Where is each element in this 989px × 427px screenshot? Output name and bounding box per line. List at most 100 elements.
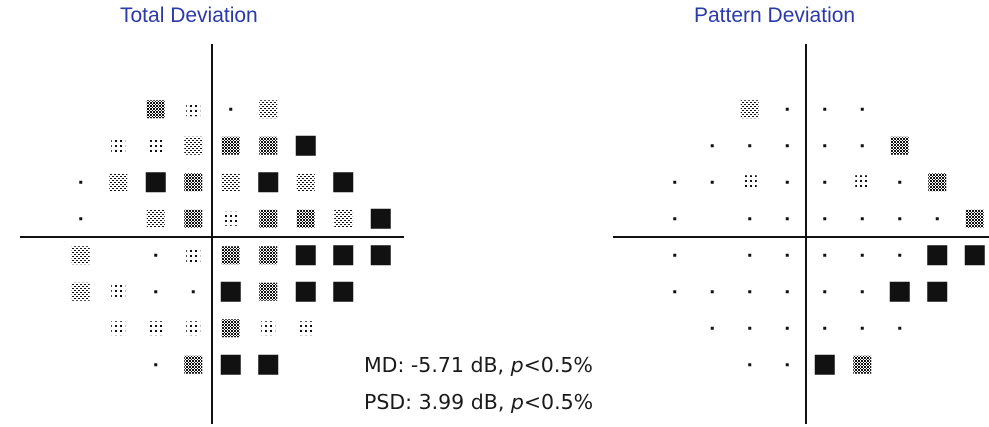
- symbol-dot: [823, 326, 827, 330]
- symbol-solid: [295, 245, 316, 266]
- symbol-faint: [111, 321, 126, 336]
- pattern-deviation-plot: [613, 44, 989, 424]
- symbol-dot: [785, 363, 789, 367]
- symbol-dot: [860, 326, 864, 330]
- symbol-dark: [184, 355, 203, 374]
- symbol-light: [71, 282, 90, 301]
- symbol-solid: [333, 245, 354, 266]
- symbol-faint: [261, 321, 276, 336]
- symbol-faint: [111, 138, 126, 153]
- symbol-solid: [927, 281, 948, 302]
- symbol-dot: [935, 217, 939, 221]
- symbol-dot: [785, 253, 789, 257]
- symbol-dark: [221, 319, 240, 338]
- symbol-dark: [221, 246, 240, 265]
- symbol-light: [740, 100, 759, 119]
- symbol-dot: [154, 363, 158, 367]
- total-deviation-plot: [20, 44, 404, 424]
- symbol-dot: [860, 144, 864, 148]
- symbol-dot: [823, 253, 827, 257]
- psd-value: PSD: 3.99 dB,: [364, 390, 511, 414]
- symbol-solid: [889, 281, 910, 302]
- symbol-solid: [333, 281, 354, 302]
- symbol-dot: [823, 290, 827, 294]
- symbol-dot: [154, 253, 158, 257]
- symbol-solid: [370, 208, 391, 229]
- symbol-dot: [785, 107, 789, 111]
- symbol-dot: [823, 217, 827, 221]
- symbol-dot: [710, 326, 714, 330]
- symbol-dot: [898, 180, 902, 184]
- symbol-faint: [223, 211, 238, 226]
- symbol-light: [109, 173, 128, 192]
- symbol-dark: [928, 173, 947, 192]
- symbol-faint: [855, 175, 870, 190]
- symbol-dot: [898, 217, 902, 221]
- symbol-solid: [370, 245, 391, 266]
- symbol-solid: [964, 245, 985, 266]
- psd-p-symbol: p: [510, 390, 524, 414]
- symbol-light: [71, 246, 90, 265]
- symbol-solid: [220, 354, 241, 375]
- symbol-faint: [186, 102, 201, 117]
- symbol-light: [259, 100, 278, 119]
- symbol-dot: [898, 326, 902, 330]
- symbol-solid: [258, 172, 279, 193]
- symbol-dot: [748, 326, 752, 330]
- md-p-symbol: p: [510, 353, 524, 377]
- symbol-solid: [145, 172, 166, 193]
- pattern-deviation-title: Pattern Deviation: [694, 4, 856, 27]
- symbol-dot: [785, 326, 789, 330]
- symbol-solid: [295, 135, 316, 156]
- psd-stat: PSD: 3.99 dB, p<0.5%: [364, 390, 593, 414]
- symbol-dot: [898, 253, 902, 257]
- symbol-faint: [148, 138, 163, 153]
- symbol-dot: [785, 144, 789, 148]
- symbol-dot: [710, 180, 714, 184]
- symbol-faint: [186, 248, 201, 263]
- symbol-dot: [748, 363, 752, 367]
- symbol-light: [184, 136, 203, 155]
- symbol-faint: [148, 321, 163, 336]
- symbol-dark: [259, 209, 278, 228]
- symbol-light: [296, 173, 315, 192]
- symbol-dot: [860, 253, 864, 257]
- symbol-light: [334, 209, 353, 228]
- symbol-dark: [184, 173, 203, 192]
- symbol-dot: [823, 180, 827, 184]
- symbol-dot: [710, 144, 714, 148]
- symbol-dot: [673, 217, 677, 221]
- md-p-value: <0.5%: [523, 353, 593, 377]
- symbol-dot: [673, 290, 677, 294]
- symbol-dot: [710, 290, 714, 294]
- symbol-dot: [748, 253, 752, 257]
- symbol-dark: [259, 136, 278, 155]
- symbol-dot: [785, 217, 789, 221]
- symbol-dot: [860, 217, 864, 221]
- symbol-dot: [154, 290, 158, 294]
- symbol-dot: [748, 217, 752, 221]
- symbol-dark: [221, 136, 240, 155]
- symbol-dot: [860, 290, 864, 294]
- md-value: MD: -5.71 dB,: [364, 353, 511, 377]
- symbol-dark: [890, 136, 909, 155]
- symbol-light: [146, 209, 165, 228]
- psd-p-value: <0.5%: [523, 390, 594, 414]
- symbol-dot: [785, 180, 789, 184]
- symbol-dark: [259, 246, 278, 265]
- symbol-dark: [296, 209, 315, 228]
- symbol-dot: [673, 180, 677, 184]
- symbol-light: [221, 173, 240, 192]
- symbol-solid: [814, 354, 835, 375]
- symbol-dark: [146, 100, 165, 119]
- symbol-solid: [220, 281, 241, 302]
- symbol-dark: [965, 209, 984, 228]
- symbol-solid: [295, 281, 316, 302]
- symbol-dot: [860, 107, 864, 111]
- symbol-dot: [673, 253, 677, 257]
- symbol-dark: [853, 355, 872, 374]
- symbol-solid: [927, 245, 948, 266]
- symbol-solid: [333, 172, 354, 193]
- symbol-dot: [748, 290, 752, 294]
